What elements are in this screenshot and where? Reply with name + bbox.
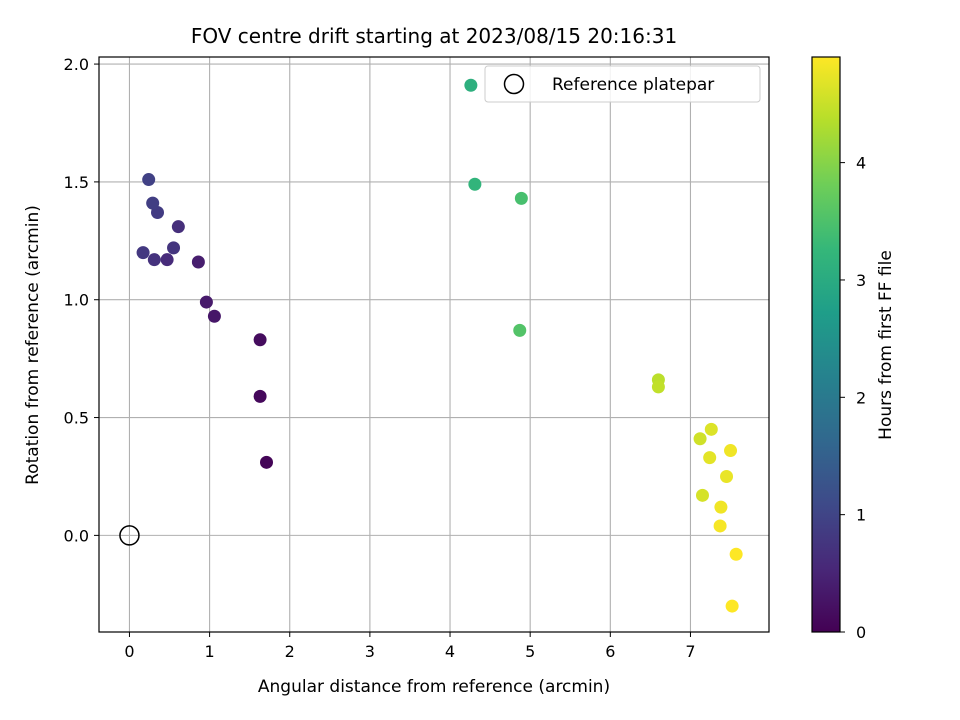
y-tick-label: 0.5 bbox=[64, 409, 89, 428]
data-point bbox=[514, 191, 528, 205]
x-tick-label: 5 bbox=[525, 642, 535, 661]
data-point bbox=[147, 253, 161, 267]
chart-title: FOV centre drift starting at 2023/08/15 … bbox=[191, 24, 677, 48]
reference-platepar-marker bbox=[119, 525, 140, 546]
data-point bbox=[703, 451, 717, 465]
colorbar-bar bbox=[811, 56, 841, 633]
data-point bbox=[136, 246, 150, 260]
data-point bbox=[171, 220, 185, 234]
colorbar-tick-label: 3 bbox=[856, 271, 866, 290]
data-point bbox=[464, 78, 478, 92]
colorbar: 0 1 2 3 4 Hours from first FF file bbox=[811, 56, 896, 642]
legend-label-reference: Reference platepar bbox=[552, 75, 714, 95]
y-tick-label: 0.0 bbox=[64, 526, 89, 545]
legend-box bbox=[484, 65, 761, 103]
data-point bbox=[729, 547, 743, 561]
legend-marker-reference bbox=[503, 73, 525, 95]
colorbar-ticks: 0 1 2 3 4 bbox=[840, 154, 866, 642]
x-axis-label: Angular distance from reference (arcmin) bbox=[258, 677, 610, 697]
data-point bbox=[513, 323, 527, 337]
x-tick-label: 1 bbox=[205, 642, 215, 661]
data-point bbox=[714, 500, 728, 514]
x-tick-label: 3 bbox=[365, 642, 375, 661]
data-point bbox=[651, 380, 665, 394]
x-tick-label: 6 bbox=[605, 642, 615, 661]
colorbar-tick-label: 0 bbox=[856, 623, 866, 642]
data-point bbox=[713, 519, 727, 533]
data-point bbox=[704, 422, 718, 436]
data-point bbox=[693, 432, 707, 446]
y-tick-label: 2.0 bbox=[64, 55, 89, 74]
y-tick-label: 1.0 bbox=[64, 291, 89, 310]
data-point bbox=[191, 255, 205, 269]
colorbar-label: Hours from first FF file bbox=[876, 250, 896, 440]
scatter-points bbox=[119, 78, 743, 613]
data-point bbox=[725, 599, 739, 613]
data-point bbox=[167, 241, 181, 255]
axis-ticks: 0 1 2 3 4 5 6 7 0.0 0.5 1.0 1.5 2.0 bbox=[64, 55, 696, 661]
colorbar-tick-label: 1 bbox=[856, 506, 866, 525]
data-point bbox=[160, 253, 174, 267]
y-tick-label: 1.5 bbox=[64, 173, 89, 192]
data-point bbox=[142, 173, 156, 187]
x-tick-label: 2 bbox=[285, 642, 295, 661]
data-point bbox=[207, 309, 221, 323]
data-point bbox=[146, 196, 160, 210]
data-point bbox=[260, 455, 273, 469]
x-tick-label: 7 bbox=[685, 642, 695, 661]
colorbar-tick-label: 4 bbox=[856, 154, 866, 173]
grid-lines bbox=[99, 57, 769, 632]
data-point bbox=[468, 177, 482, 191]
x-tick-label: 0 bbox=[124, 642, 134, 661]
data-point bbox=[695, 488, 709, 502]
data-point bbox=[253, 333, 267, 347]
colorbar-tick-label: 2 bbox=[856, 388, 866, 407]
plot-frame bbox=[98, 56, 770, 633]
data-point bbox=[720, 469, 734, 483]
data-point bbox=[724, 444, 738, 458]
x-tick-label: 4 bbox=[445, 642, 455, 661]
y-axis-label: Rotation from reference (arcmin) bbox=[23, 205, 43, 485]
data-point bbox=[253, 389, 267, 403]
data-point bbox=[199, 295, 213, 309]
legend: Reference platepar bbox=[484, 65, 761, 103]
